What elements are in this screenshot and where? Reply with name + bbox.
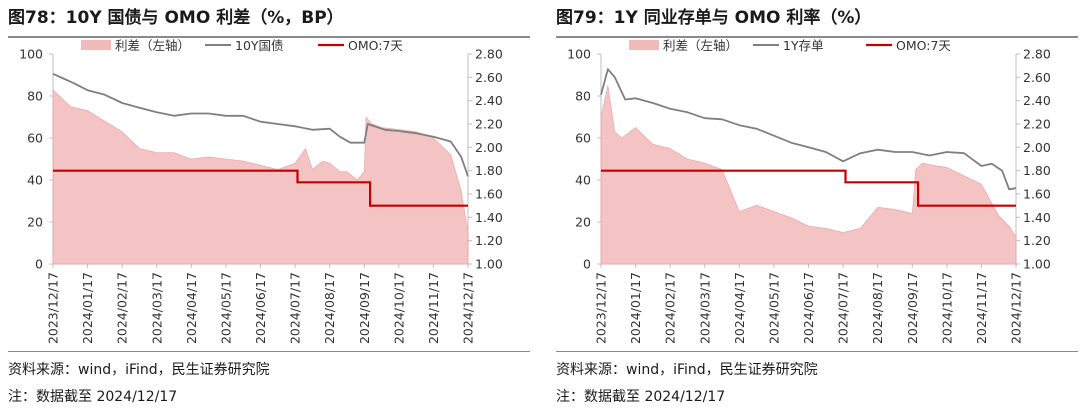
left-tick-label: 100: [19, 47, 43, 62]
x-tick-label: 2024/09/17: [357, 272, 372, 344]
left-tick-label: 60: [27, 131, 43, 146]
legend-label-spread: 利差（左轴）: [115, 38, 190, 53]
chart-panel-right: 图79：1Y 同业存单与 OMO 利率（%） 0 20 40 60 80 100 1.00 1…: [556, 0, 1078, 411]
left-tick-label: 20: [575, 215, 591, 230]
right-tick-label: 1.60: [1023, 187, 1051, 202]
x-tick-label: 2024/12/17: [461, 272, 476, 344]
x-tick-label: 2024/01/17: [628, 272, 643, 344]
title-rule: [556, 36, 1078, 38]
right-tick-label: 2.60: [475, 70, 503, 85]
chart-title: 图79：1Y 同业存单与 OMO 利率（%）: [556, 8, 872, 28]
x-tick-label: 2024/10/17: [939, 272, 954, 344]
right-tick-label: 1.40: [1023, 210, 1051, 225]
right-tick-label: 2.80: [1023, 47, 1051, 62]
legend-label-yield: 1Y存单: [783, 38, 824, 53]
right-tick-label: 1.00: [475, 257, 503, 272]
omo-line: [53, 169, 468, 207]
x-tick-label: 2024/06/17: [253, 272, 268, 344]
x-tick-label: 2024/03/17: [697, 272, 712, 344]
chart-panel-left: 图78：10Y 国债与 OMO 利差（%，BP） 0 20 40 60 80 100 1.0…: [8, 0, 530, 411]
x-tick-label: 2023/12/17: [46, 272, 61, 344]
left-tick-label: 40: [575, 173, 591, 188]
right-tick-label: 2.00: [475, 140, 503, 155]
left-tick-label: 40: [27, 173, 43, 188]
date-note: 注：数据截至 2024/12/17: [556, 389, 726, 405]
footer-rule: [8, 351, 530, 352]
right-tick-label: 1.20: [1023, 233, 1051, 248]
x-tick-label: 2024/07/17: [836, 272, 851, 344]
x-tick-label: 2024/08/17: [870, 272, 885, 344]
chart-title: 图78：10Y 国债与 OMO 利差（%，BP）: [8, 8, 344, 28]
right-tick-label: 1.60: [475, 187, 503, 202]
right-tick-label: 2.20: [1023, 117, 1051, 132]
footer-rule: [556, 351, 1078, 352]
x-tick-label: 2024/04/17: [732, 272, 747, 344]
left-tick-label: 0: [35, 257, 43, 272]
x-tick-label: 2024/04/17: [184, 272, 199, 344]
x-tick-label: 2024/03/17: [149, 272, 164, 344]
x-tick-label: 2024/07/17: [288, 272, 303, 344]
chart-svg: 0 20 40 60 80 100 1.00 1.20 1.40 1.60 1.80 2.00 2.20…: [567, 38, 1051, 344]
source-note: 资料来源：wind，iFind，民生证券研究院: [8, 362, 270, 378]
right-tick-label: 2.60: [1023, 70, 1051, 85]
date-note: 注：数据截至 2024/12/17: [8, 389, 178, 405]
title-rule: [8, 36, 530, 38]
x-tick-label: 2024/11/17: [426, 272, 441, 344]
x-tick-label: 2023/12/17: [594, 272, 609, 344]
left-tick-label: 60: [575, 131, 591, 146]
x-tick-label: 2024/02/17: [663, 272, 678, 344]
x-tick-label: 2024/08/17: [322, 272, 337, 344]
x-tick-label: 2024/12/17: [1009, 272, 1024, 344]
spread-area: [52, 88, 469, 265]
x-tick-label: 2024/11/17: [974, 272, 989, 344]
legend-label-omo: OMO:7天: [896, 38, 951, 53]
right-tick-label: 2.00: [1023, 140, 1051, 155]
right-tick-label: 1.80: [1023, 163, 1051, 178]
left-tick-label: 0: [583, 257, 591, 272]
x-tick-label: 2024/02/17: [115, 272, 130, 344]
right-tick-label: 2.40: [1023, 93, 1051, 108]
legend-label-spread: 利差（左轴）: [663, 38, 738, 53]
right-tick-label: 1.00: [1023, 257, 1051, 272]
x-tick-label: 2024/01/17: [80, 272, 95, 344]
source-note: 资料来源：wind，iFind，民生证券研究院: [556, 362, 818, 378]
left-tick-label: 20: [27, 215, 43, 230]
right-tick-label: 1.40: [475, 210, 503, 225]
right-tick-label: 2.80: [475, 47, 503, 62]
x-tick-label: 2024/06/17: [801, 272, 816, 344]
omo-line: [601, 169, 1016, 207]
legend-swatch-spread: [81, 40, 111, 50]
x-tick-label: 2024/10/17: [391, 272, 406, 344]
right-tick-label: 1.20: [475, 233, 503, 248]
right-tick-label: 1.80: [475, 163, 503, 178]
left-tick-label: 80: [575, 89, 591, 104]
right-tick-label: 2.20: [475, 117, 503, 132]
spread-area: [600, 85, 1017, 265]
yield-line: [600, 68, 1017, 191]
legend-label-omo: OMO:7天: [348, 38, 403, 53]
x-tick-label: 2024/09/17: [905, 272, 920, 344]
left-tick-label: 80: [27, 89, 43, 104]
x-tick-label: 2024/05/17: [766, 272, 781, 344]
left-tick-label: 100: [567, 47, 591, 62]
x-tick-label: 2024/05/17: [218, 272, 233, 344]
right-tick-label: 2.40: [475, 93, 503, 108]
legend-label-yield: 10Y国债: [235, 38, 284, 53]
legend-swatch-spread: [629, 40, 659, 50]
chart-svg: 0 20 40 60 80 100 1.00 1.20 1.40 1.60 1.80 2.00 2.20…: [19, 38, 503, 344]
yield-line: [52, 72, 469, 177]
